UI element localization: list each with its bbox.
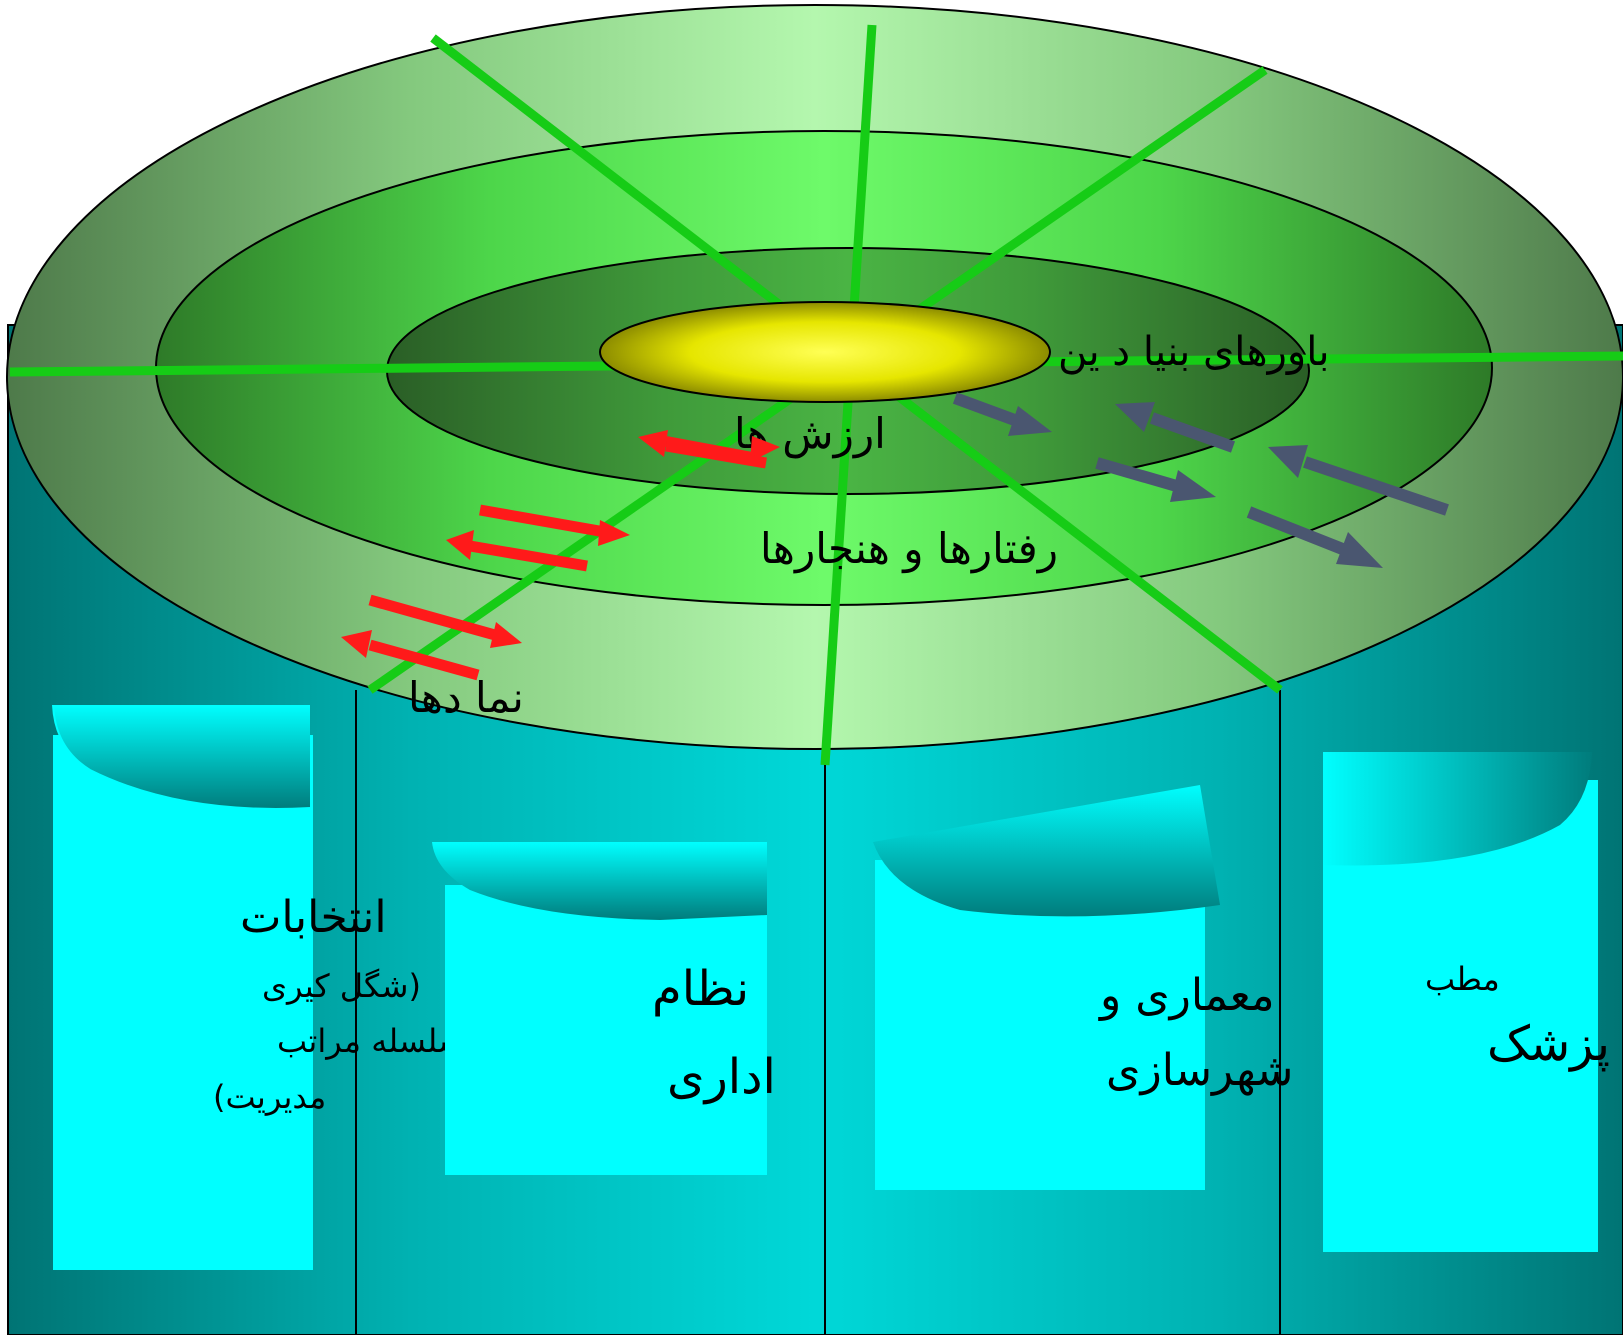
elections-line-3: سلسله مراتب: [277, 1022, 465, 1060]
elections-line-2: (شگل کیری: [262, 967, 421, 1005]
elections-panel-curl: [53, 705, 310, 809]
elections-line-1: انتخابات: [240, 892, 387, 943]
red-arrow-pair-values: [638, 430, 780, 469]
gray-arrow-3: [1095, 457, 1182, 493]
gray-arrow-2: [1149, 412, 1236, 453]
administration-panel: [445, 885, 767, 1175]
gray-arrow-5: [1246, 506, 1348, 556]
gray-arrow-1: [952, 392, 1023, 428]
clinic-panel-curl: [1323, 752, 1592, 866]
architecture-panel-curl: [873, 785, 1220, 917]
architecture-line-1: معماری و: [1098, 970, 1275, 1021]
architecture-line-2: شهرسازی: [1106, 1045, 1293, 1096]
elections-line-4: مدیریت): [213, 1078, 326, 1116]
red-arrow-pair-behaviors: [446, 504, 630, 572]
red-arrow-pair-symbols: [341, 594, 522, 681]
gray-arrow-4: [1303, 456, 1449, 516]
symbols-label: نما دها: [408, 673, 524, 722]
administration-panel-curl: [432, 842, 767, 920]
clinic-line-1: مطب: [1425, 960, 1500, 998]
clinic-line-2: پزشک: [1487, 1016, 1610, 1072]
behaviors-label: رفتارها و هنجارها: [760, 524, 1058, 573]
administration-line-2: اداری: [667, 1049, 776, 1105]
administration-line-1: نظام: [652, 961, 749, 1017]
gray-arrows: [952, 392, 1449, 568]
elections-panel: [53, 735, 313, 1270]
core-beliefs-label: باورهای بنیا د ین: [1058, 329, 1330, 375]
core-beliefs-ellipse: [599, 301, 1051, 403]
